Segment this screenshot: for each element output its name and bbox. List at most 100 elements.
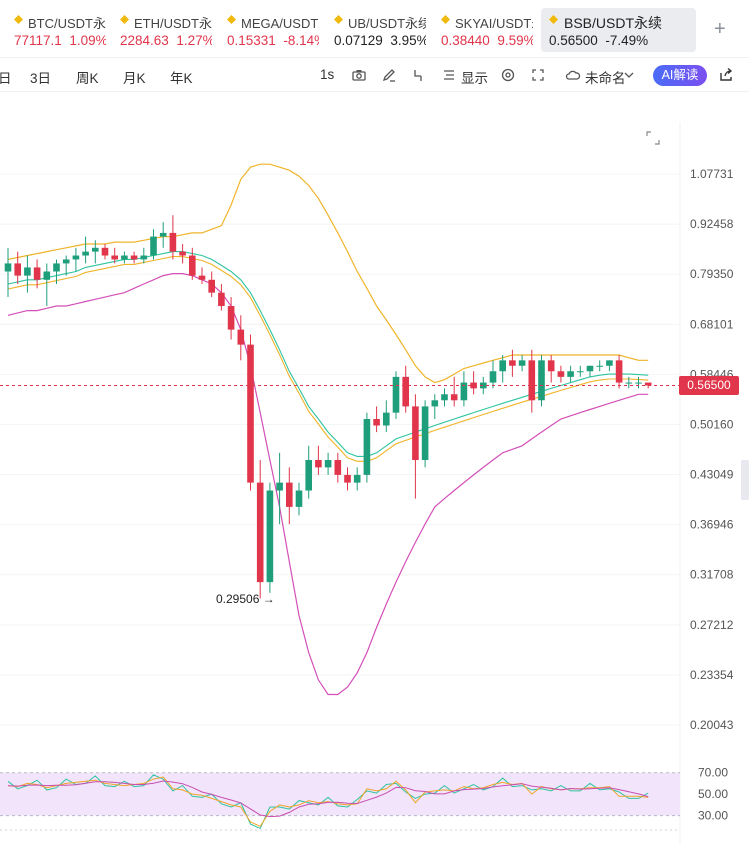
candle-down [227, 306, 235, 330]
price-tick-label: 0.27212 [690, 618, 734, 632]
candle-up [441, 394, 448, 401]
candle-down [130, 255, 138, 260]
draw-pen-icon[interactable] [381, 67, 397, 83]
candle-up [383, 412, 390, 426]
ticker-price-change: 2284.63 1.27% [120, 33, 212, 48]
fullscreen-icon[interactable] [530, 67, 546, 83]
display-menu[interactable]: 显示 [461, 71, 488, 86]
candle-down [218, 292, 225, 307]
share-icon[interactable] [718, 67, 734, 83]
rsi-tick-label: 70.00 [698, 766, 728, 780]
indicator-list-icon[interactable] [441, 67, 457, 83]
side-panel-handle[interactable] [741, 460, 749, 500]
rsi-tick-label: 50.00 [698, 787, 728, 801]
candle-down [470, 382, 477, 389]
candle-up [305, 460, 312, 491]
rsi-slow-line [7, 780, 649, 818]
rsi-fast-line [7, 774, 649, 830]
candle-up [635, 382, 642, 384]
expand-corner-icon[interactable] [645, 130, 661, 146]
candle-down [256, 482, 264, 583]
candle-up [625, 382, 633, 384]
ticker-eth[interactable]: ETH/USDT永续 2284.63 1.27% [120, 8, 212, 52]
ticker-price-change: 77117.1 1.09% [14, 33, 106, 48]
candle-up [567, 371, 574, 377]
candle-down [547, 360, 555, 372]
candle-up [353, 474, 361, 483]
realtime-interval[interactable]: 1s [320, 67, 335, 82]
price-tick-label: 0.20043 [690, 718, 734, 732]
price-tick-label: 0.92458 [690, 217, 734, 231]
candle-up [577, 371, 584, 373]
coin-diamond-icon [441, 15, 450, 24]
candle-up [4, 263, 12, 272]
candle-up [121, 255, 128, 260]
chart-grid [0, 122, 681, 845]
ticker-name: ETH/USDT永续 [134, 16, 212, 31]
rsi-panel: 70.00 50.00 30.00 [0, 766, 728, 831]
candle-up [24, 267, 31, 276]
candle-up [72, 255, 80, 260]
coin-diamond-icon [14, 15, 23, 24]
candle-up [489, 371, 497, 383]
camera-icon[interactable] [351, 67, 367, 83]
interval-day[interactable]: 日 [0, 71, 12, 86]
settings-gear-icon[interactable] [500, 67, 516, 83]
coin-diamond-icon [334, 15, 343, 24]
candle-down [247, 344, 254, 483]
candle-up [518, 360, 526, 366]
chevron-down-icon[interactable] [624, 70, 634, 80]
ticker-mega[interactable]: MEGA/USDT永续 0.15331 -8.14% [227, 8, 319, 52]
candle-down [644, 382, 652, 386]
ma-line [7, 251, 649, 457]
candlestick-chart[interactable]: 1.077310.924580.793500.681010.584460.501… [0, 92, 749, 845]
candle-down [101, 247, 109, 256]
lowest-price-label: 0.29506 → [216, 592, 275, 606]
ticker-skyai[interactable]: SKYAI/USDT永续 0.38440 9.59% [441, 8, 533, 52]
candle-up [392, 376, 400, 413]
price-tick-label: 1.07731 [690, 167, 734, 181]
candle-down [315, 460, 322, 468]
coin-diamond-icon [227, 15, 236, 24]
cloud-layout-icon[interactable] [565, 67, 581, 83]
candle-down [373, 419, 380, 426]
interval-year[interactable]: 年K [170, 71, 193, 86]
candle-up [150, 236, 157, 256]
boll-upper-line [7, 163, 649, 384]
candle-down [208, 279, 215, 293]
candle-down [402, 376, 409, 407]
candle-down [557, 371, 565, 377]
undo-icon[interactable] [410, 67, 426, 83]
ticker-name: BSB/USDT永续 [564, 15, 663, 31]
ticker-name: UB/USDT永续 [348, 16, 426, 31]
interval-month[interactable]: 月K [123, 71, 146, 86]
ticker-price-change: 0.38440 9.59% [441, 33, 533, 48]
candle-up [43, 271, 51, 280]
bollinger-bands [7, 163, 649, 696]
candle-down [179, 251, 186, 256]
candle-up [480, 382, 487, 389]
candle-up [159, 232, 167, 237]
ticker-price-change: 0.07129 3.95% [334, 33, 426, 48]
rsi-line [7, 776, 649, 827]
ticker-btc[interactable]: BTC/USDT永续 77117.1 1.09% [14, 8, 106, 52]
ticker-price-change: 0.56500 -7.49% [549, 33, 649, 48]
price-tick-label: 0.23354 [690, 668, 734, 682]
candles [0, 215, 680, 599]
ticker-ub[interactable]: UB/USDT永续 0.07129 3.95% [334, 8, 426, 52]
ticker-bsb-active[interactable]: BSB/USDT永续 0.56500 -7.49% [541, 8, 696, 52]
layout-name[interactable]: 未命名 [585, 71, 626, 86]
candle-down [169, 232, 177, 252]
candle-down [14, 263, 21, 276]
candle-up [82, 251, 89, 256]
candle-down [334, 460, 342, 475]
interval-week[interactable]: 周K [76, 71, 99, 86]
candle-down [450, 394, 458, 401]
price-tick-label: 0.79350 [690, 267, 734, 281]
ai-interpret-button[interactable]: AI解读 [653, 65, 707, 86]
candle-down [33, 267, 41, 280]
interval-3day[interactable]: 3日 [30, 71, 52, 86]
candle-up [538, 360, 545, 401]
candle-down [528, 360, 536, 401]
add-ticker-plus-icon[interactable]: + [714, 18, 726, 40]
